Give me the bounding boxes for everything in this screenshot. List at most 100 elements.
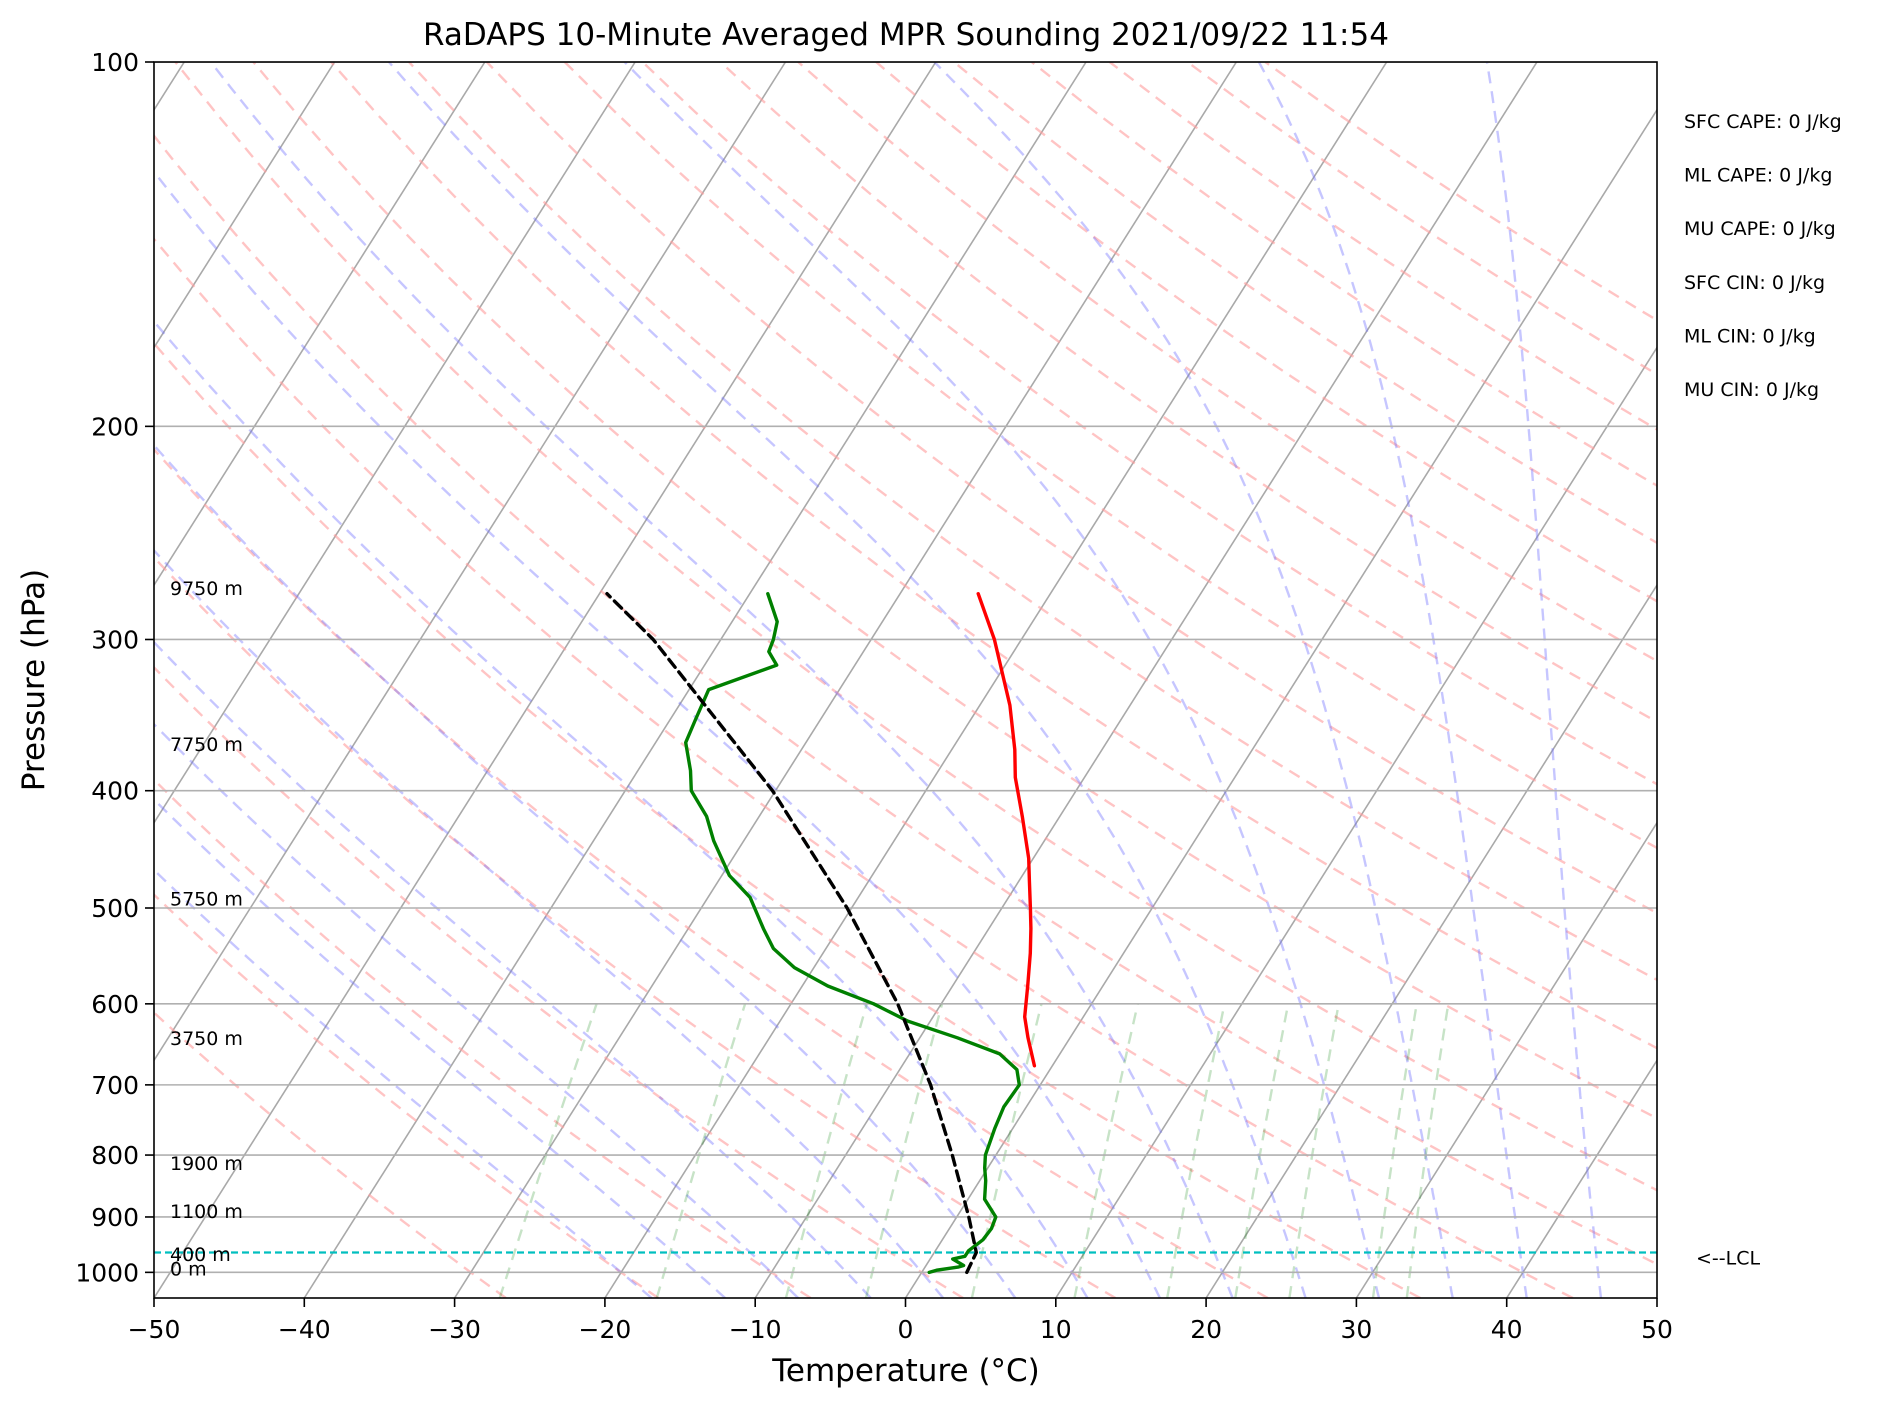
stability-index-label: SFC CIN: 0 J/kg bbox=[1684, 272, 1825, 294]
y-tick-label: 900 bbox=[91, 1203, 139, 1232]
dry-adiabat-line bbox=[154, 778, 812, 1298]
x-tick-label: 20 bbox=[1190, 1315, 1222, 1344]
moist-adiabat-line bbox=[1257, 62, 1528, 1298]
moist-adiabat-line bbox=[154, 722, 800, 1298]
isotherm-line bbox=[1205, 583, 1657, 1298]
y-axis: 100 200 300 400 500 600 700 800 900 1000 bbox=[75, 48, 154, 1287]
height-label: 9750 m bbox=[170, 578, 243, 600]
x-tick-label: −50 bbox=[128, 1315, 181, 1344]
mixing-ratio-line bbox=[1234, 1003, 1290, 1298]
stability-index-label: SFC CAPE: 0 J/kg bbox=[1684, 111, 1842, 133]
height-label: 400 m bbox=[170, 1244, 231, 1266]
stability-index-label: MU CIN: 0 J/kg bbox=[1684, 379, 1819, 401]
y-tick-label: 200 bbox=[91, 412, 139, 441]
x-tick-label: 30 bbox=[1340, 1315, 1372, 1344]
temperature-line bbox=[976, 592, 1037, 1068]
lcl-label: <--LCL bbox=[1696, 1248, 1760, 1270]
moist-adiabat-line bbox=[387, 62, 1307, 1298]
isotherm-line bbox=[1656, 1296, 1657, 1298]
stability-index-label: ML CIN: 0 J/kg bbox=[1684, 325, 1816, 347]
dry-adiabat-line bbox=[154, 1010, 507, 1298]
isotherm-line bbox=[1355, 821, 1657, 1298]
dry-adiabat-line bbox=[252, 62, 1657, 1120]
dry-adiabat-line bbox=[154, 893, 659, 1298]
stability-index-label: MU CAPE: 0 J/kg bbox=[1684, 218, 1836, 240]
dry-adiabat-line bbox=[154, 447, 1269, 1298]
dry-adiabat-line bbox=[154, 555, 1117, 1298]
mixing-ratio-line bbox=[655, 1003, 747, 1298]
mixing-ratio-line bbox=[864, 1003, 944, 1298]
isotherm-line bbox=[154, 62, 336, 349]
height-label: 3750 m bbox=[170, 1028, 243, 1050]
moist-adiabat-line bbox=[154, 319, 1089, 1298]
dry-adiabat-line bbox=[154, 133, 1657, 1266]
x-tick-label: −10 bbox=[729, 1315, 782, 1344]
isotherm-line bbox=[904, 108, 1657, 1298]
dry-adiabat-line bbox=[875, 62, 1657, 603]
moist-adiabat-line bbox=[154, 169, 1161, 1298]
moist-adiabat-line bbox=[209, 62, 1234, 1298]
stability-index-label: ML CAPE: 0 J/kg bbox=[1684, 165, 1832, 187]
dry-adiabat-line bbox=[1031, 62, 1657, 487]
mixing-ratio-line bbox=[1405, 1003, 1450, 1298]
dry-adiabat-line bbox=[719, 62, 1657, 724]
dry-adiabat-line bbox=[154, 665, 964, 1298]
moist-adiabat-line bbox=[154, 548, 945, 1298]
dry-adiabat-line bbox=[563, 62, 1657, 850]
y-tick-label: 100 bbox=[91, 48, 139, 77]
dewpoint-line bbox=[684, 592, 1021, 1275]
dry-adiabat-line bbox=[1108, 62, 1657, 431]
x-tick-label: 40 bbox=[1491, 1315, 1523, 1344]
mixing-ratio-line bbox=[970, 1003, 1043, 1298]
isotherm-line bbox=[1055, 345, 1657, 1298]
mixing-ratio-line bbox=[1073, 1003, 1139, 1298]
dry-adiabat-line bbox=[408, 62, 1657, 982]
mixing-ratio-line bbox=[1166, 1003, 1226, 1298]
y-tick-label: 400 bbox=[91, 777, 139, 806]
y-tick-label: 600 bbox=[91, 990, 139, 1019]
isotherm-line bbox=[154, 62, 937, 1298]
moist-adiabat-line bbox=[154, 868, 653, 1298]
y-tick-label: 500 bbox=[91, 894, 139, 923]
moist-adiabat-line bbox=[1485, 62, 1603, 1298]
height-label: 5750 m bbox=[170, 888, 243, 910]
isotherm-line bbox=[154, 62, 787, 1062]
dry-adiabat-line bbox=[154, 237, 1574, 1298]
moist-adiabat-line bbox=[154, 640, 872, 1298]
isotherm-line bbox=[303, 62, 1087, 1298]
isotherm-line bbox=[154, 62, 486, 587]
x-axis: −50 −40 −30 −20 −10 0 10 20 30 40 50 bbox=[128, 1298, 1673, 1344]
x-axis-label: Temperature (°C) bbox=[771, 1353, 1040, 1389]
moist-adiabat-line bbox=[933, 62, 1454, 1298]
x-tick-label: −20 bbox=[579, 1315, 632, 1344]
dry-adiabat-line bbox=[330, 62, 1657, 1050]
dry-adiabat-line bbox=[174, 62, 1657, 1192]
isotherm-line bbox=[1506, 1058, 1657, 1298]
x-tick-label: −40 bbox=[278, 1315, 331, 1344]
dry-adiabat-line bbox=[1264, 62, 1657, 322]
chart-title: RaDAPS 10-Minute Averaged MPR Sounding 2… bbox=[423, 17, 1389, 53]
y-tick-label: 1000 bbox=[75, 1258, 139, 1287]
moist-adiabat-line bbox=[623, 62, 1381, 1298]
parcel-line bbox=[605, 592, 978, 1275]
height-label: 0 m bbox=[170, 1259, 207, 1281]
dry-adiabat-line bbox=[641, 62, 1657, 786]
mixing-ratio-line bbox=[784, 1003, 868, 1298]
mixing-ratio-line bbox=[1288, 1003, 1340, 1298]
dry-adiabat-line bbox=[1186, 62, 1657, 376]
y-axis-label: Pressure (hPa) bbox=[16, 569, 52, 791]
height-label: 7750 m bbox=[170, 734, 243, 756]
mixing-ratio-line bbox=[498, 1003, 598, 1298]
height-label: 1900 m bbox=[170, 1153, 243, 1175]
height-label: 1100 m bbox=[170, 1201, 243, 1223]
x-tick-label: 10 bbox=[1040, 1315, 1072, 1344]
x-tick-label: 50 bbox=[1641, 1315, 1673, 1344]
x-tick-label: −30 bbox=[428, 1315, 481, 1344]
moist-adiabat-line bbox=[154, 443, 1017, 1298]
grid-lines bbox=[154, 62, 1657, 1274]
isotherm-line bbox=[154, 62, 636, 825]
mixing-ratio-line bbox=[1371, 1003, 1418, 1298]
y-tick-label: 300 bbox=[91, 625, 139, 654]
